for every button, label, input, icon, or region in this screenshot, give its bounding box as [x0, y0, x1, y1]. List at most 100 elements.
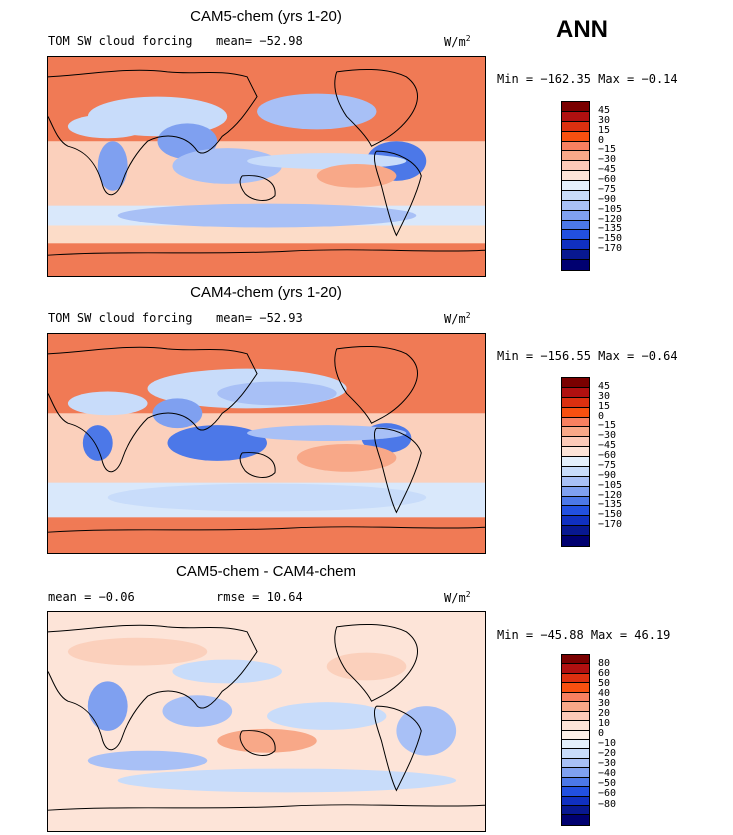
colorbar-tick-label: 45 — [598, 380, 611, 392]
southeast-pacific-stratus — [296, 443, 397, 472]
colorbar-swatch — [562, 673, 589, 684]
colorbar-tick-label: −45 — [598, 440, 617, 452]
colorbar-tick-label: −30 — [598, 154, 617, 166]
north-atlantic-cloud-region — [67, 391, 148, 416]
maritime-continent-convection — [172, 148, 282, 184]
colorbar-tick-label: −40 — [598, 768, 617, 780]
colorbar-tick-label: −45 — [598, 164, 617, 176]
colorbar-swatch — [562, 417, 589, 428]
colorbar-tick-label: −60 — [598, 174, 617, 186]
panel-1-minmax: Min = −162.35 Max = −0.14 — [497, 72, 678, 86]
colorbar-tick-label: 0 — [598, 410, 605, 422]
colorbar-swatch — [562, 796, 589, 806]
colorbar-tick-label: −75 — [598, 459, 617, 471]
colorbar-tick-label: −135 — [598, 499, 623, 511]
colorbar-swatch — [562, 702, 589, 712]
colorbar-tick-label: 15 — [598, 400, 611, 412]
colorbar-swatch — [562, 692, 589, 703]
colorbar-swatch — [562, 151, 589, 162]
panel-3-rmse: rmse = 10.64 — [216, 590, 303, 604]
colorbar-swatch — [562, 536, 589, 546]
colorbar-swatch — [562, 683, 589, 693]
colorbar-swatch — [562, 739, 589, 750]
panel-2-map — [47, 333, 486, 554]
colorbar-tick-label: −30 — [598, 758, 617, 770]
colorbar-swatch — [562, 220, 589, 231]
panel-3-mean: mean = −0.06 — [48, 590, 135, 604]
panel-3-coastlines — [48, 623, 485, 811]
colorbar-tick-label: −90 — [598, 469, 617, 481]
colorbar-swatch — [562, 655, 589, 665]
southern-storm-track — [117, 203, 417, 228]
colorbar-tick-label: 0 — [598, 728, 605, 740]
colorbar-swatch — [562, 516, 589, 527]
colorbar-swatch — [562, 466, 589, 477]
panel-3-colorbar — [561, 654, 590, 826]
colorbar-swatch — [562, 161, 589, 172]
panel-1-units: W/m2 — [444, 34, 471, 49]
colorbar-swatch — [562, 768, 589, 778]
diff-positive-north — [67, 637, 208, 666]
colorbar-swatch — [562, 721, 589, 731]
north-pacific-cloud-region-2 — [257, 93, 377, 130]
colorbar-tick-label: −150 — [598, 509, 623, 521]
panel-3-map — [47, 611, 486, 832]
colorbar-swatch — [562, 664, 589, 674]
colorbar-swatch — [562, 397, 589, 408]
colorbar-tick-label: 80 — [598, 658, 611, 670]
colorbar-swatch — [562, 476, 589, 487]
colorbar-swatch — [562, 171, 589, 181]
colorbar-tick-label: 30 — [598, 114, 611, 126]
panel-1-coastlines — [48, 68, 485, 256]
colorbar-tick-label: 30 — [598, 698, 611, 710]
colorbar-tick-label: 0 — [598, 134, 605, 146]
colorbar-tick-label: −170 — [598, 243, 623, 255]
colorbar-swatch — [562, 240, 589, 251]
north-atlantic-cloud-region — [67, 114, 148, 139]
colorbar-tick-label: −105 — [598, 203, 623, 215]
colorbar-swatch — [562, 407, 589, 418]
colorbar-tick-label: −20 — [598, 748, 617, 760]
colorbar-tick-label: −50 — [598, 778, 617, 790]
diff-negative-north-pacific — [172, 659, 282, 684]
colorbar-tick-label: −15 — [598, 144, 617, 156]
colorbar-swatch — [562, 260, 589, 270]
colorbar-tick-label: −90 — [598, 193, 617, 205]
colorbar-swatch — [562, 447, 589, 457]
panel-2-colorbar — [561, 377, 590, 547]
colorbar-swatch — [562, 457, 589, 467]
panel-1-colorbar-labels: 45 30 15 0 −15 −30 −45 −60 −75 −90 −105 −120 −135 −15… — [598, 101, 658, 271]
colorbar-swatch — [562, 131, 589, 142]
colorbar-swatch — [562, 496, 589, 507]
panel-2-minmax: Min = −156.55 Max = −0.64 — [497, 349, 678, 363]
colorbar-swatch — [562, 711, 589, 722]
colorbar-tick-label: −80 — [598, 798, 617, 810]
diff-negative-pacific — [266, 702, 387, 730]
southern-pale-band — [48, 225, 485, 244]
colorbar-swatch — [562, 777, 589, 788]
itcz-band — [247, 425, 407, 442]
tropical-pale-band — [48, 413, 485, 488]
maritime-continent-convection — [167, 425, 267, 461]
panel-1-colorbar — [561, 101, 590, 271]
colorbar-tick-label: −150 — [598, 233, 623, 245]
colorbar-tick-label: −120 — [598, 489, 623, 501]
colorbar-swatch — [562, 102, 589, 112]
colorbar-tick-label: 20 — [598, 708, 611, 720]
panel-3-colorbar-labels: 80 60 50 40 30 20 10 0 −10 −20 −30 −40 −50 −60 −80 — [598, 654, 658, 826]
colorbar-swatch — [562, 181, 589, 191]
colorbar-swatch — [562, 437, 589, 448]
colorbar-tick-label: −120 — [598, 213, 623, 225]
colorbar-swatch — [562, 486, 589, 497]
colorbar-swatch — [562, 141, 589, 152]
colorbar-swatch — [562, 749, 589, 759]
antarctic-region — [48, 250, 485, 276]
colorbar-tick-label: 40 — [598, 688, 611, 700]
colorbar-swatch — [562, 758, 589, 769]
season-label: ANN — [556, 16, 608, 43]
colorbar-swatch — [562, 121, 589, 132]
colorbar-tick-label: −75 — [598, 183, 617, 195]
diff-negative-americas — [396, 706, 457, 756]
panel-2-title: CAM4-chem (yrs 1-20) — [190, 284, 342, 301]
diff-negative-south-indian — [87, 750, 208, 771]
